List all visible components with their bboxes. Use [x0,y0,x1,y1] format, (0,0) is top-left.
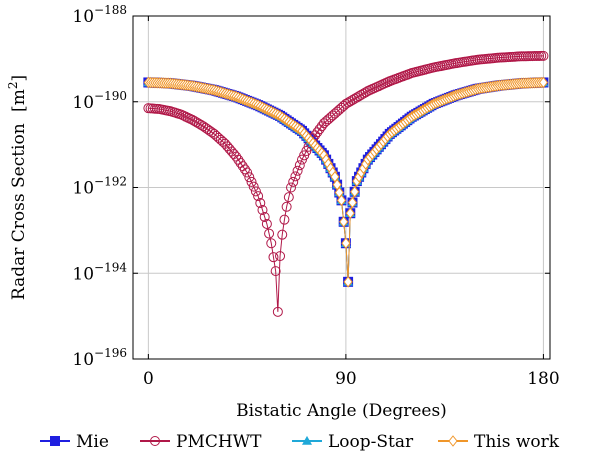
data-point [272,306,283,317]
y-tick-label: 10−196 [72,346,127,370]
data-point [264,228,275,239]
data-point [367,84,378,95]
data-point [259,211,270,222]
data-point [246,176,257,187]
series-this-work [143,76,549,288]
legend-label: PMCHWT [176,432,262,452]
legend-marker [448,435,458,447]
data-point [373,81,384,92]
data-point [286,182,297,193]
x-tick-label: 180 [527,369,559,389]
data-point [294,160,305,171]
data-point [266,238,277,249]
data-point [178,110,189,121]
data-point [176,109,187,120]
data-point [279,214,290,225]
x-axis-ticks: 0 90 180 [143,16,560,389]
legend: Mie PMCHWT Loop-Star This work [40,432,560,452]
data-point [261,218,272,229]
y-tick-label: 10−192 [72,175,127,199]
data-point [268,252,279,263]
legend-item: This work [438,432,560,452]
x-tick-label: 0 [143,369,154,389]
legend-item: PMCHWT [140,432,262,452]
y-axis-label-unit-exp: 2 [6,82,20,90]
data-point [341,237,351,250]
data-point [376,80,387,91]
data-point [180,111,191,122]
y-tick-label: 10−194 [72,260,127,284]
data-point [336,194,347,207]
data-point [242,167,253,178]
data-point [253,191,264,202]
data-point [239,164,250,175]
data-point [362,86,373,97]
data-point [378,79,389,90]
data-point [345,207,355,220]
data-point [270,266,281,277]
data-point [255,198,266,209]
data-point [283,192,294,203]
y-axis-label-unit-close: ] [9,75,29,82]
data-point [290,171,301,182]
y-axis-label: Radar Cross Section [m2] [6,75,29,300]
y-tick-label: 10−188 [72,3,127,27]
data-point [369,83,380,94]
x-tick-label: 90 [335,369,357,389]
data-point [350,185,360,198]
data-point [244,172,255,183]
data-point [382,77,393,88]
data-point [343,276,353,288]
legend-label: Loop-Star [328,432,414,452]
data-point [182,112,193,123]
series-pmchwt [143,50,549,317]
data-point [371,82,382,93]
legend-item: Mie [40,432,109,452]
data-point [288,176,299,187]
plot-area [143,50,549,317]
y-axis-label-unit-open: [m [9,89,29,112]
legend-item: Loop-Star [292,432,414,452]
legend-marker [150,436,160,446]
data-point [248,181,259,192]
legend-marker [50,436,60,446]
data-point [380,78,391,89]
data-point [257,205,268,216]
data-point [538,76,549,89]
y-tick-label: 10−190 [72,89,127,113]
y-axis-ticks: 10−188 10−190 10−192 10−194 10−196 [72,3,550,370]
data-point [281,201,292,212]
y-axis-label-text: Radar Cross Section [9,123,29,300]
legend-label: This work [474,432,560,452]
data-point [347,196,358,209]
legend-marker [301,435,313,445]
x-axis-label: Bistatic Angle (Degrees) [236,401,447,421]
legend-label: Mie [76,432,109,452]
data-point [292,165,303,176]
data-point [275,251,286,262]
data-point [339,215,349,228]
data-point [250,186,261,197]
data-point [538,50,549,61]
data-point [365,85,376,96]
data-point [277,229,288,240]
